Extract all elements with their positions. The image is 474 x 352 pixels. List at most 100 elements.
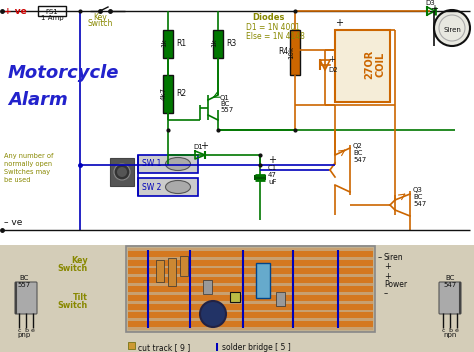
Text: Else = 1N 4148: Else = 1N 4148	[246, 32, 305, 41]
Text: Q3: Q3	[413, 187, 423, 193]
Text: 1 Amp: 1 Amp	[41, 15, 64, 21]
Bar	[335, 30, 390, 102]
Bar	[276, 292, 285, 306]
Text: BC: BC	[445, 275, 455, 281]
Bar	[128, 286, 373, 292]
Text: D3: D3	[425, 0, 435, 6]
Bar	[156, 260, 164, 282]
Text: solder bridge [ 5 ]: solder bridge [ 5 ]	[222, 344, 291, 352]
Text: I: I	[215, 343, 219, 352]
Bar	[128, 295, 373, 301]
Text: 557: 557	[18, 282, 31, 288]
Bar	[128, 342, 135, 349]
Text: 547: 547	[353, 157, 366, 163]
Bar	[128, 269, 373, 275]
Text: –: –	[384, 289, 388, 298]
Circle shape	[434, 10, 470, 46]
Text: Switch: Switch	[87, 19, 113, 28]
Bar	[290, 30, 300, 75]
Text: Tilt: Tilt	[73, 293, 88, 302]
Bar	[163, 75, 173, 113]
Text: 557: 557	[220, 107, 233, 113]
Text: Power: Power	[384, 280, 407, 289]
Text: Q2: Q2	[353, 143, 363, 149]
Text: + ve: + ve	[4, 6, 27, 15]
Text: npn: npn	[443, 332, 456, 338]
Circle shape	[117, 167, 127, 177]
Text: e: e	[31, 328, 35, 333]
Ellipse shape	[165, 157, 191, 170]
Bar	[128, 277, 373, 283]
Text: Alarm: Alarm	[8, 91, 68, 109]
Bar	[254, 175, 266, 180]
Text: SW 2: SW 2	[142, 182, 161, 191]
Text: Siren: Siren	[384, 253, 404, 262]
Bar	[163, 30, 173, 58]
Text: C1: C1	[268, 165, 277, 171]
Text: D2: D2	[328, 67, 337, 73]
Text: +: +	[384, 262, 391, 271]
Bar	[128, 248, 373, 330]
Text: normally open: normally open	[4, 161, 52, 167]
Text: uF: uF	[268, 179, 276, 185]
Text: 47: 47	[268, 172, 277, 178]
Text: c: c	[17, 328, 21, 333]
Text: D1 = 1N 4001: D1 = 1N 4001	[246, 23, 300, 32]
Text: e: e	[455, 328, 459, 333]
Text: Siren: Siren	[443, 27, 461, 33]
Text: +: +	[335, 18, 343, 28]
FancyBboxPatch shape	[15, 282, 37, 314]
Text: 4k7: 4k7	[161, 87, 167, 100]
Bar	[256, 263, 270, 298]
Text: BC: BC	[413, 194, 422, 200]
Text: 10k: 10k	[288, 45, 294, 58]
Text: Key: Key	[71, 256, 88, 265]
Text: R4: R4	[278, 48, 288, 57]
Text: Switch: Switch	[58, 264, 88, 273]
Text: c: c	[441, 328, 445, 333]
Text: +: +	[268, 155, 276, 165]
Text: +: +	[328, 55, 335, 64]
Text: BC: BC	[19, 275, 29, 281]
Bar	[203, 280, 212, 294]
Text: BC: BC	[220, 101, 229, 107]
Bar	[38, 6, 66, 16]
Bar	[180, 256, 188, 276]
Text: BC: BC	[353, 150, 363, 156]
Text: +: +	[384, 272, 391, 281]
Text: R1: R1	[176, 38, 186, 48]
Text: Motorcycle: Motorcycle	[8, 64, 119, 82]
Text: Key: Key	[93, 13, 107, 22]
Circle shape	[200, 301, 226, 327]
Bar	[128, 313, 373, 319]
Text: pnp: pnp	[18, 332, 31, 338]
Text: 547: 547	[413, 201, 426, 207]
Bar	[126, 246, 375, 332]
Text: – ve: – ve	[4, 218, 22, 227]
Bar	[128, 260, 373, 266]
Text: 27OR
COIL: 27OR COIL	[364, 49, 386, 78]
Text: Switches may: Switches may	[4, 169, 50, 175]
Text: +: +	[200, 141, 208, 151]
Text: be used: be used	[4, 177, 30, 183]
Text: +: +	[430, 4, 438, 14]
Text: Q1: Q1	[220, 95, 230, 101]
Text: D1: D1	[193, 144, 203, 150]
Text: 1k: 1k	[211, 39, 217, 47]
Text: FS1: FS1	[46, 9, 58, 15]
Text: b: b	[24, 328, 28, 333]
Text: R2: R2	[176, 88, 186, 98]
Text: 547: 547	[443, 282, 456, 288]
Text: 1k: 1k	[161, 39, 167, 47]
Ellipse shape	[165, 181, 191, 194]
Text: SW 1: SW 1	[142, 159, 161, 169]
Bar	[128, 251, 373, 257]
Circle shape	[114, 164, 130, 180]
Text: –: –	[378, 253, 382, 262]
Text: cut track [ 9 ]: cut track [ 9 ]	[138, 344, 190, 352]
FancyBboxPatch shape	[439, 282, 461, 314]
Bar	[213, 30, 223, 58]
Bar	[138, 178, 198, 196]
Bar	[168, 258, 176, 286]
Text: Diodes: Diodes	[252, 13, 284, 22]
